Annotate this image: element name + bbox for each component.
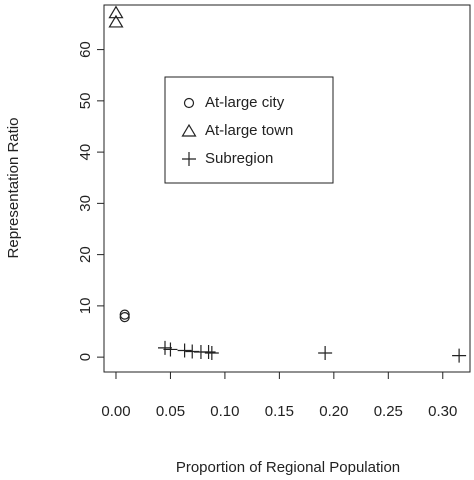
legend-label: At-large town bbox=[205, 122, 293, 139]
plot-box bbox=[103, 4, 471, 373]
x-tick-label: 0.10 bbox=[210, 403, 239, 420]
legend-marker bbox=[182, 152, 196, 166]
point bbox=[204, 346, 219, 361]
y-tick-label: 40 bbox=[77, 144, 94, 161]
legend-marker bbox=[181, 123, 197, 137]
legend-marker bbox=[183, 97, 195, 109]
x-axis-label: Proportion of Regional Population bbox=[176, 459, 400, 476]
y-axis-label: Representation Ratio bbox=[5, 118, 22, 259]
x-tick-label: 0.15 bbox=[265, 403, 294, 420]
x-tick-label: 0.30 bbox=[428, 403, 457, 420]
point bbox=[119, 312, 130, 323]
x-tick-label: 0.25 bbox=[374, 403, 403, 420]
point bbox=[163, 342, 178, 357]
y-tick-label: 60 bbox=[77, 41, 94, 58]
point bbox=[177, 343, 192, 358]
point bbox=[318, 346, 333, 361]
legend-label: Subregion bbox=[205, 150, 273, 167]
y-tick-label: 50 bbox=[77, 93, 94, 110]
y-tick-label: 10 bbox=[77, 298, 94, 315]
y-tick-label: 20 bbox=[77, 246, 94, 263]
point bbox=[452, 348, 467, 363]
x-tick-label: 0.00 bbox=[101, 403, 130, 420]
x-tick-label: 0.05 bbox=[156, 403, 185, 420]
y-tick-label: 0 bbox=[77, 353, 94, 361]
legend-label: At-large city bbox=[205, 94, 285, 111]
point bbox=[108, 14, 124, 28]
x-tick-label: 0.20 bbox=[319, 403, 348, 420]
point bbox=[201, 345, 216, 360]
point bbox=[158, 340, 172, 355]
point bbox=[108, 5, 124, 19]
legend-box bbox=[164, 76, 334, 184]
point bbox=[119, 309, 130, 320]
y-tick-label: 30 bbox=[77, 195, 94, 212]
